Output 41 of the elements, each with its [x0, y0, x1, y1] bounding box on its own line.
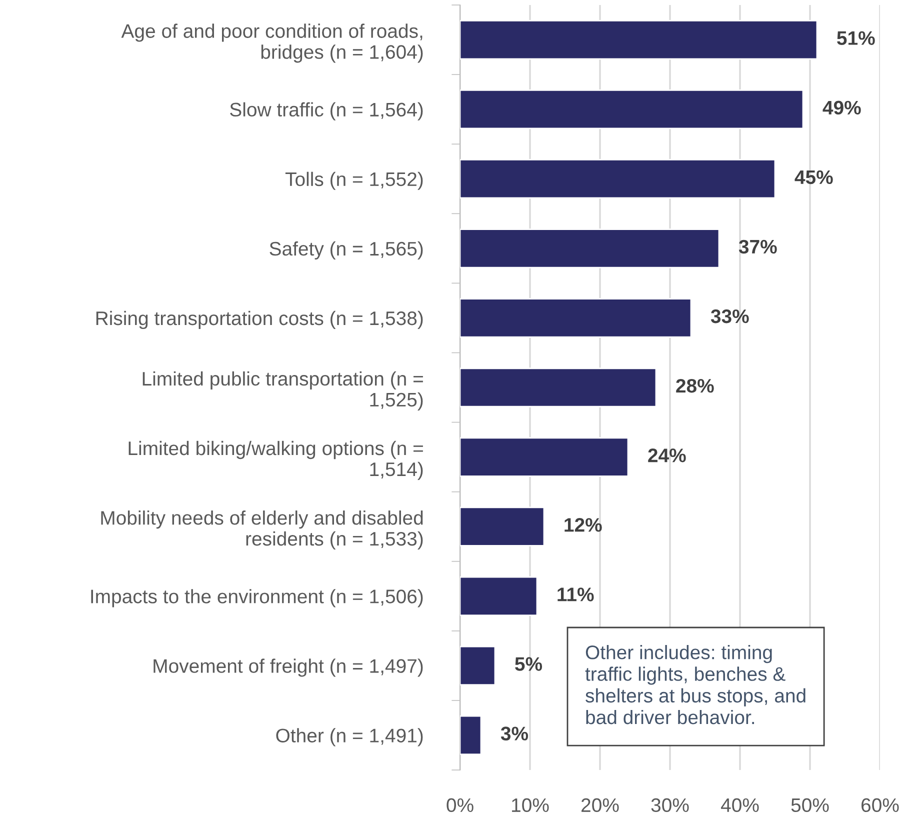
x-tick-label: 60% [862, 798, 899, 812]
bar [460, 646, 496, 686]
x-tick-label: 50% [791, 798, 829, 812]
y-tick-label: Impacts to the environment (n = 1,506) [91, 589, 423, 608]
annotation: Other includes: timing traffic lights, benches & shelters at bus stops, and bad driver behavior. [585, 645, 806, 724]
x-tick-label: 40% [720, 798, 759, 812]
y-tick-label: Other (n = 1,491) [276, 728, 423, 746]
y-tick-label: Limited public transportation (n = 1,525) [142, 371, 423, 410]
data-label: 24% [648, 448, 686, 462]
bar [460, 437, 629, 477]
y-tick-label: Tolls (n = 1,552) [285, 172, 423, 190]
bar [460, 576, 538, 616]
bar [460, 368, 657, 408]
data-label: 28% [676, 378, 714, 393]
bar [460, 506, 545, 546]
y-tick-label: Limited biking/walking options (n = 1,514) [128, 440, 423, 480]
bar [460, 90, 804, 130]
y-tick-label: Movement of freight (n = 1,497) [154, 658, 423, 677]
data-label: 3% [500, 726, 528, 740]
bar [460, 298, 692, 338]
data-label: 45% [794, 170, 833, 184]
y-tick-label: Age of and poor condition of roads, bridges (n = 1,604) [121, 24, 423, 63]
bar [460, 228, 720, 268]
bar [460, 715, 482, 756]
y-tick-label: Safety (n = 1,565) [270, 241, 423, 260]
y-tick-label: Slow traffic (n = 1,564) [230, 102, 423, 120]
data-label: 33% [710, 309, 749, 324]
data-label: 12% [564, 518, 602, 532]
x-tick-label: 10% [512, 798, 549, 812]
data-label: 11% [558, 588, 594, 602]
x-tick-label: 30% [651, 798, 689, 812]
data-label: 49% [822, 100, 861, 115]
x-tick-label: 20% [582, 798, 619, 812]
y-tick-label: Mobility needs of elderly and disabled residents (n = 1,533) [101, 510, 423, 550]
data-label: 37% [738, 240, 777, 254]
data-label: 51% [837, 31, 875, 45]
bar [460, 20, 818, 60]
x-tick-label: 0% [446, 798, 474, 812]
data-label: 5% [515, 657, 542, 671]
bar [460, 159, 776, 199]
y-tick-label: Rising transportation costs (n = 1,538) [96, 310, 423, 330]
